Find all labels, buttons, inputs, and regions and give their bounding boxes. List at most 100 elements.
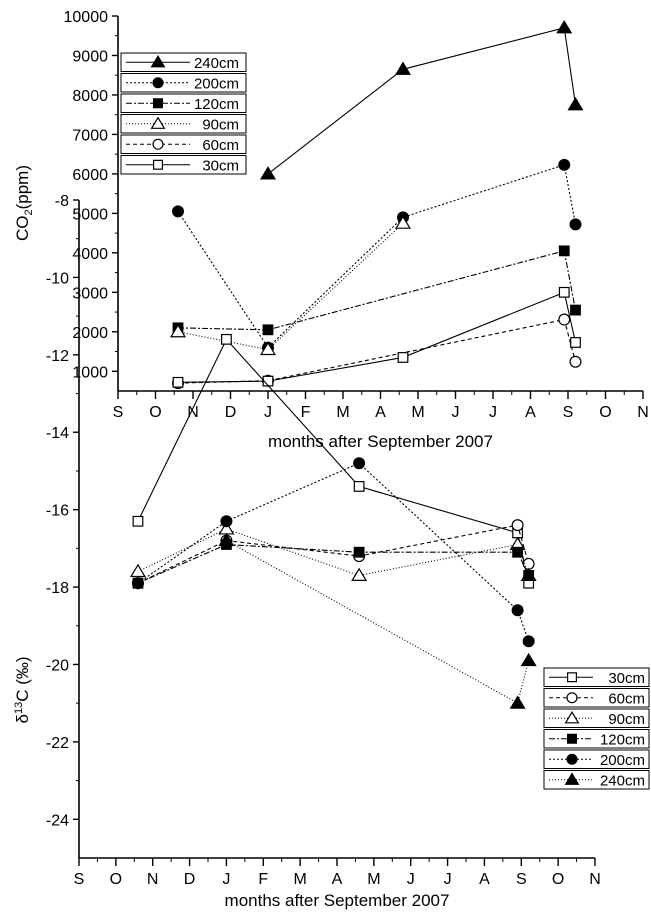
legend-marker-240cm — [150, 55, 166, 68]
data-point-240cm — [218, 532, 235, 547]
co2-chart: 1000 2000 3000 4000 5000 6000 7000 8000 9000 1000… — [13, 9, 649, 451]
y-tick-label: 10000 — [64, 9, 109, 26]
x-tick-label: O — [110, 871, 122, 888]
data-point-240cm — [556, 20, 573, 34]
legend-label-90cm: 90cm — [202, 116, 239, 133]
legend-marker-120cm — [566, 733, 577, 744]
y-tick-label: -20 — [46, 657, 69, 674]
data-point-120cm — [512, 546, 523, 558]
y-tick-label: -18 — [46, 580, 69, 597]
data-point-200cm — [511, 604, 524, 617]
series-30cm — [172, 286, 581, 388]
series-60cm — [172, 313, 582, 390]
x-tick-label: A — [332, 871, 343, 888]
data-point-60cm — [569, 355, 582, 368]
y-tick-label: 7000 — [72, 127, 108, 144]
series-90cm — [170, 215, 411, 356]
data-point-200cm — [172, 205, 185, 218]
data-point-200cm — [131, 577, 144, 590]
x-axis-title: months after September 2007 — [268, 432, 493, 451]
data-point-200cm — [522, 635, 535, 648]
data-point-240cm — [260, 166, 276, 180]
data-point-30cm — [570, 337, 581, 348]
x-tick-label: N — [637, 404, 649, 421]
data-point-200cm — [220, 515, 233, 528]
data-point-90cm — [395, 215, 411, 229]
series-200cm — [172, 158, 582, 354]
y-tick-label: 9000 — [72, 48, 108, 65]
x-tick-label: S — [563, 404, 574, 421]
y-tick-label: -8 — [55, 193, 69, 210]
y-tick-label: -16 — [46, 503, 69, 520]
y-axis-title-main: CO — [13, 216, 32, 242]
data-point-200cm — [569, 218, 582, 231]
legend-marker-200cm — [152, 77, 164, 89]
y-tick-label: 3000 — [72, 285, 108, 302]
x-tick-label: M — [411, 404, 424, 421]
series-200cm — [131, 457, 535, 648]
data-point-200cm — [558, 158, 571, 171]
data-point-90cm — [260, 341, 276, 356]
x-tick-label: J — [407, 871, 415, 888]
legend-label-30cm: 30cm — [608, 670, 645, 687]
legend-label-120cm: 120cm — [600, 731, 645, 748]
legend-label-90cm: 90cm — [608, 711, 645, 728]
x-tick-label: O — [599, 404, 611, 421]
x-tick-label: A — [375, 404, 386, 421]
data-point-30cm — [132, 515, 144, 527]
y-tick-label: 2000 — [72, 325, 108, 342]
x-tick-label: J — [222, 871, 230, 888]
x-tick-label: J — [444, 871, 452, 888]
legend-label-240cm: 240cm — [600, 772, 645, 789]
series-line-240cm — [267, 27, 577, 175]
series-line-90cm — [177, 222, 404, 351]
data-point-90cm — [170, 324, 186, 338]
y-tick-label: -14 — [46, 425, 69, 442]
x-axis-title: months after September 2007 — [225, 891, 450, 910]
data-point-30cm — [172, 376, 184, 388]
legend-marker-60cm — [152, 138, 164, 150]
data-point-90cm — [129, 563, 146, 578]
data-point-240cm — [395, 61, 411, 75]
data-point-120cm — [523, 570, 535, 581]
x-tick-label: S — [113, 404, 124, 421]
series-line-120cm — [137, 543, 530, 584]
series-240cm — [218, 532, 537, 709]
data-point-240cm — [520, 652, 537, 667]
legend-marker-200cm — [566, 753, 578, 765]
y-tick-label: 1000 — [72, 364, 108, 381]
data-point-60cm — [511, 519, 524, 532]
series-line-120cm — [177, 250, 577, 331]
series-120cm — [132, 539, 535, 589]
x-tick-label: F — [258, 871, 268, 888]
x-tick-label: M — [367, 871, 380, 888]
x-tick-label: S — [74, 871, 85, 888]
data-point-30cm — [221, 333, 232, 345]
legend-label-30cm: 30cm — [202, 157, 239, 174]
x-tick-label: N — [589, 871, 601, 888]
x-tick-label: A — [525, 404, 536, 421]
x-tick-label: A — [479, 871, 490, 888]
y-axis-title-superscript: 13 — [13, 702, 25, 714]
data-point-60cm — [558, 313, 571, 326]
x-tick-label: S — [516, 871, 527, 888]
legend-marker-240cm — [564, 772, 580, 785]
x-tick-label: J — [489, 404, 497, 421]
y-tick-label: -12 — [46, 348, 69, 365]
y-tick-label: -22 — [46, 735, 69, 752]
legend-marker-90cm — [564, 711, 580, 724]
data-point-30cm — [558, 286, 570, 298]
data-point-240cm — [509, 695, 526, 709]
x-tick-label: N — [187, 404, 199, 421]
y-tick-label: 6000 — [72, 167, 108, 184]
y-tick-label: 5000 — [72, 206, 108, 223]
legend-label-120cm: 120cm — [194, 96, 239, 113]
data-point-240cm — [567, 97, 584, 111]
legend-marker-60cm — [566, 692, 578, 704]
x-tick-label: J — [264, 404, 272, 421]
data-point-30cm — [353, 481, 365, 492]
legend-label-200cm: 200cm — [194, 75, 239, 92]
data-point-120cm — [558, 245, 570, 257]
x-tick-label: O — [552, 871, 564, 888]
